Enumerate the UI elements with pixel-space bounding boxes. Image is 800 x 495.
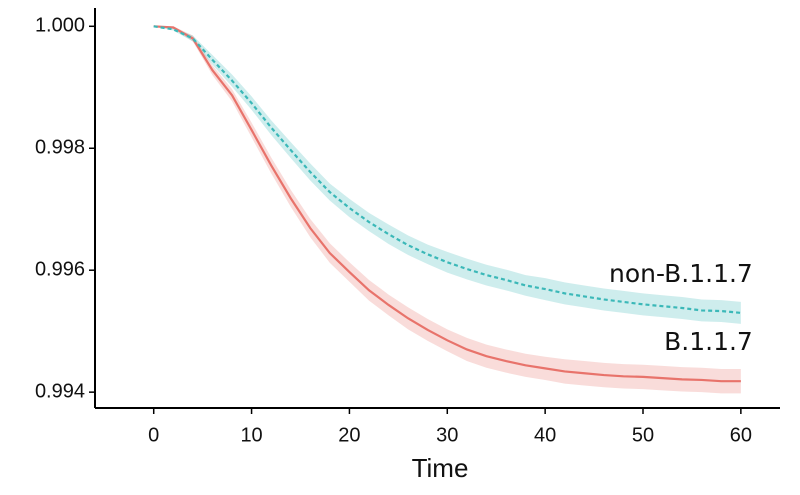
x-tick-label: 50 [632,424,654,446]
y-tick-label: 0.998 [35,137,85,159]
x-tick-label: 40 [534,424,556,446]
y-tick-label: 0.996 [35,258,85,280]
x-tick-label: 10 [240,424,262,446]
series-label: non-B.1.1.7 [609,259,753,288]
x-tick-label: 60 [730,424,752,446]
x-tick-label: 0 [148,424,159,446]
series-line [153,25,741,314]
y-tick-label: 1.000 [35,15,85,37]
x-tick-label: 20 [338,424,360,446]
y-tick-label: 0.994 [35,380,85,402]
confidence-band [153,26,741,324]
x-tick-label: 30 [436,424,458,446]
confidence-band [153,26,741,394]
series-line [153,25,741,383]
series-label: B.1.1.7 [664,327,753,356]
x-axis-title: Time [412,453,469,483]
